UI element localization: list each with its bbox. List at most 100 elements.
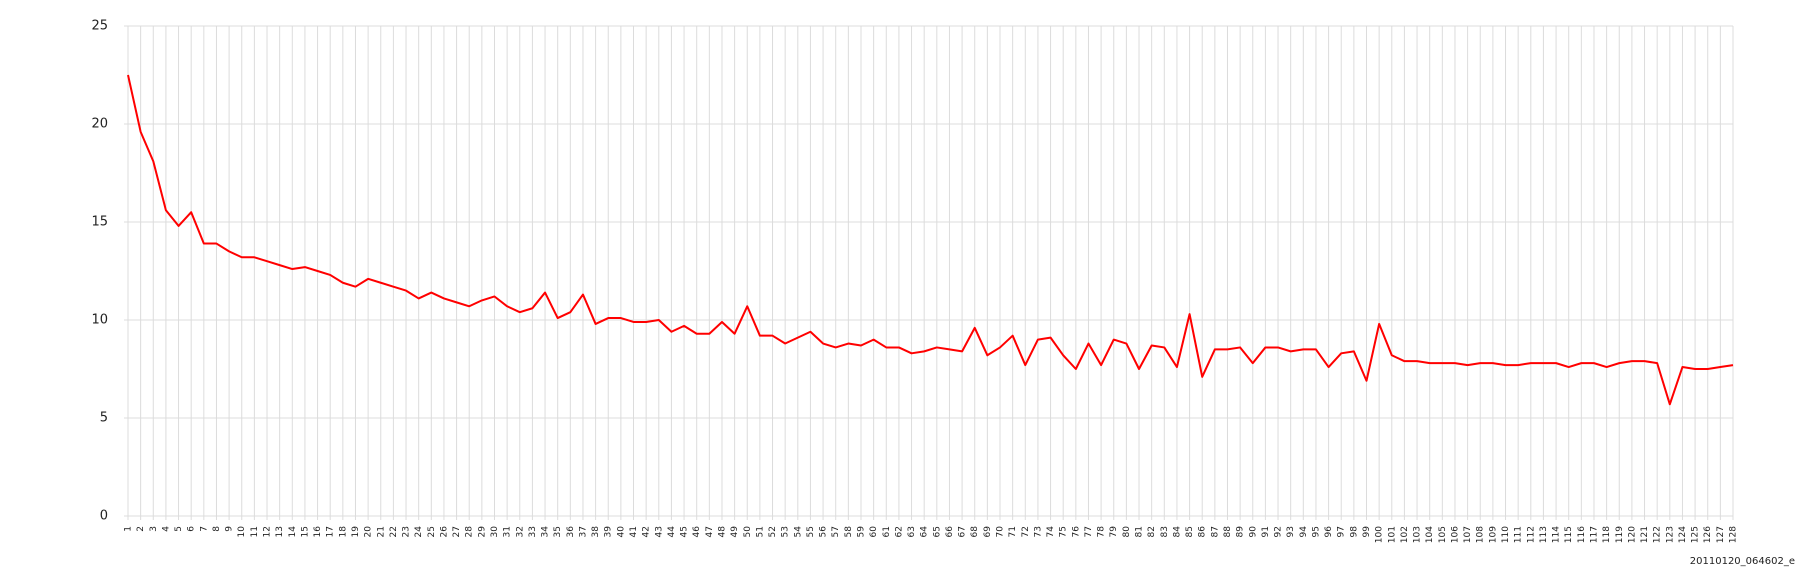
y-tick-label: 5 [100, 411, 108, 426]
x-tick-label: 17 [326, 526, 336, 537]
x-tick-label: 91 [1261, 526, 1271, 537]
x-tick-label: 109 [1488, 526, 1498, 543]
x-tick-label: 89 [1236, 526, 1246, 538]
y-tick-label: 25 [91, 19, 108, 34]
x-tick-label: 46 [692, 526, 702, 538]
x-tick-label: 111 [1514, 526, 1524, 543]
y-tick-label: 20 [91, 117, 108, 132]
x-tick-label: 6 [187, 526, 197, 532]
x-tick-label: 97 [1337, 526, 1347, 537]
x-tick-label: 80 [1122, 526, 1132, 538]
x-tick-label: 38 [591, 526, 601, 538]
y-tick-label: 10 [91, 313, 108, 328]
x-tick-label: 68 [970, 526, 980, 538]
x-tick-label: 82 [1147, 526, 1157, 537]
x-tick-label: 33 [528, 526, 538, 537]
x-tick-label: 73 [1033, 526, 1043, 537]
x-tick-label: 77 [1084, 526, 1094, 537]
x-tick-label: 12 [263, 526, 273, 537]
x-tick-label: 65 [932, 526, 942, 537]
x-tick-label: 116 [1577, 526, 1587, 543]
x-tick-label: 49 [730, 526, 740, 538]
x-tick-label: 45 [680, 526, 690, 537]
x-tick-label: 92 [1274, 526, 1284, 537]
x-tick-label: 35 [553, 526, 563, 537]
x-tick-label: 8 [212, 526, 222, 532]
x-tick-label: 72 [1021, 526, 1031, 537]
x-tick-label: 44 [667, 526, 677, 538]
x-tick-label: 56 [819, 526, 829, 538]
x-tick-label: 7 [199, 526, 209, 532]
x-tick-label: 10 [237, 526, 247, 538]
y-tick-label: 0 [100, 509, 108, 524]
x-tick-label: 61 [882, 526, 892, 537]
x-tick-label: 88 [1223, 526, 1233, 538]
x-tick-label: 9 [225, 526, 235, 532]
x-tick-label: 1 [124, 526, 134, 532]
x-tick-label: 118 [1602, 526, 1612, 543]
x-tick-label: 119 [1615, 526, 1625, 543]
x-tick-label: 18 [338, 526, 348, 538]
x-tick-label: 39 [604, 526, 614, 538]
x-tick-label: 28 [465, 526, 475, 538]
x-tick-label: 125 [1691, 526, 1701, 543]
x-tick-label: 16 [313, 526, 323, 538]
x-tick-label: 27 [452, 526, 462, 537]
x-tick-label: 69 [983, 526, 993, 538]
x-tick-label: 19 [351, 526, 361, 538]
x-tick-label: 85 [1185, 526, 1195, 537]
x-tick-label: 90 [1248, 526, 1258, 538]
x-tick-label: 110 [1501, 526, 1511, 543]
x-tick-label: 14 [288, 526, 298, 538]
x-tick-label: 74 [1046, 526, 1056, 538]
x-tick-label: 79 [1109, 526, 1119, 538]
x-tick-label: 83 [1160, 526, 1170, 537]
x-tick-label: 84 [1172, 526, 1182, 538]
x-tick-label: 105 [1438, 526, 1448, 543]
x-tick-label: 34 [541, 526, 551, 538]
x-tick-label: 11 [250, 526, 260, 537]
x-tick-label: 21 [376, 526, 386, 537]
x-tick-label: 22 [389, 526, 399, 537]
x-tick-label: 127 [1716, 526, 1726, 543]
x-tick-label: 70 [996, 526, 1006, 538]
x-tick-label: 2 [136, 526, 146, 532]
x-tick-label: 95 [1311, 526, 1321, 537]
x-tick-label: 42 [642, 526, 652, 537]
x-tick-label: 15 [300, 526, 310, 537]
x-tick-label: 121 [1640, 526, 1650, 543]
x-tick-label: 36 [566, 526, 576, 538]
x-tick-label: 115 [1564, 526, 1574, 543]
x-tick-label: 104 [1425, 526, 1435, 543]
x-tick-label: 64 [920, 526, 930, 538]
x-tick-label: 32 [515, 526, 525, 537]
x-tick-label: 94 [1299, 526, 1309, 538]
x-tick-label: 40 [616, 526, 626, 538]
x-tick-label: 31 [503, 526, 513, 537]
x-tick-label: 76 [1071, 526, 1081, 538]
x-tick-label: 3 [149, 526, 159, 532]
x-tick-label: 102 [1400, 526, 1410, 543]
x-tick-label: 25 [427, 526, 437, 537]
data-line [127, 74, 1734, 406]
x-tick-label: 101 [1387, 526, 1397, 543]
x-tick-label: 20 [364, 526, 374, 538]
x-tick-label: 57 [831, 526, 841, 537]
x-tick-label: 108 [1476, 526, 1486, 543]
x-tick-label: 75 [1059, 526, 1069, 537]
x-tick-label: 30 [490, 526, 500, 538]
x-tick-label: 128 [1729, 526, 1739, 543]
x-tick-label: 59 [856, 526, 866, 538]
x-tick-label: 53 [781, 526, 791, 537]
x-tick-label: 26 [439, 526, 449, 538]
x-tick-label: 23 [402, 526, 412, 537]
x-tick-label: 67 [958, 526, 968, 537]
x-tick-label: 126 [1703, 526, 1713, 543]
x-tick-label: 100 [1375, 526, 1385, 543]
x-tick-label: 107 [1463, 526, 1473, 543]
x-tick-label: 55 [806, 526, 816, 537]
x-tick-label: 87 [1210, 526, 1220, 537]
x-tick-label: 41 [629, 526, 639, 537]
